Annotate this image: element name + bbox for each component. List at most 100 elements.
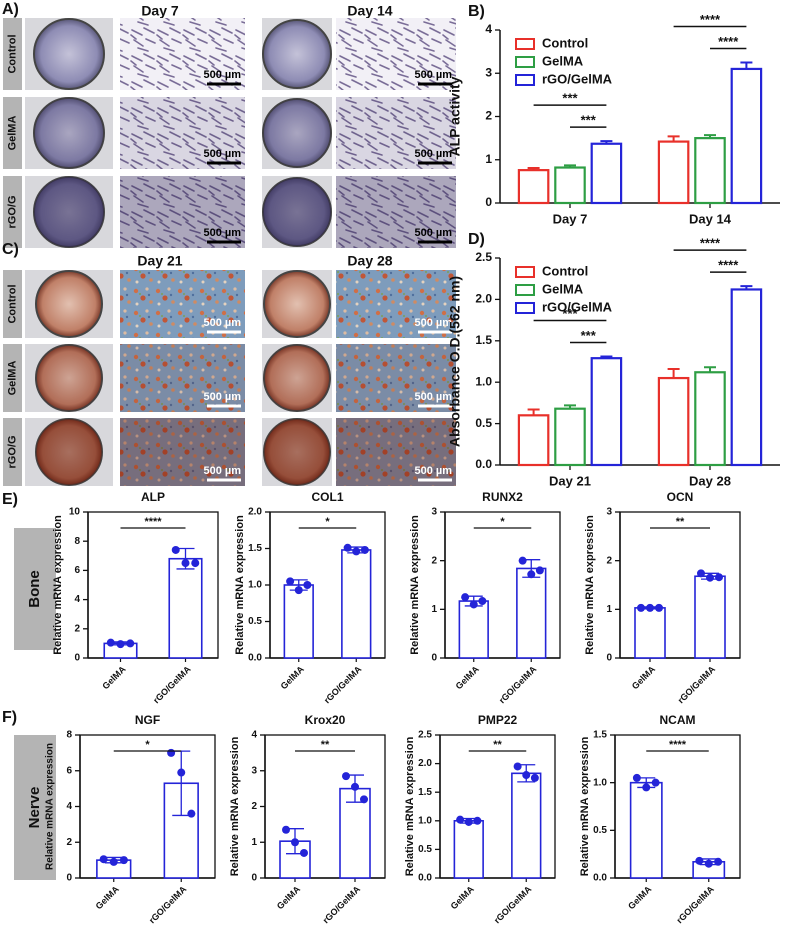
y-tick-label: 0 xyxy=(74,653,80,664)
bar xyxy=(634,607,666,659)
legend-label: GelMA xyxy=(542,281,584,296)
y-tick-label: 0.0 xyxy=(418,873,432,884)
x-tick-label: rGO/GelMA xyxy=(151,664,193,706)
x-tick-label: GelMA xyxy=(630,664,658,692)
tissue-box xyxy=(14,735,56,880)
error-bar xyxy=(527,408,540,416)
bar xyxy=(517,169,550,205)
row-label: Control xyxy=(6,34,18,73)
data-point xyxy=(360,795,368,804)
well-shade xyxy=(263,178,331,246)
x-tick-label: GelMA xyxy=(626,884,654,912)
error-bar xyxy=(704,366,716,373)
micrograph xyxy=(120,97,245,169)
row-label: GelMA xyxy=(6,116,18,151)
y-tick-label: 0.0 xyxy=(593,873,607,884)
micrograph xyxy=(336,18,456,90)
micrograph-shade xyxy=(120,176,245,248)
well-image xyxy=(35,418,103,486)
y-tick-label: 0 xyxy=(251,873,257,884)
x-tick-label: Day 21 xyxy=(549,473,591,488)
y-tick-label: 0 xyxy=(606,653,612,664)
data-point xyxy=(714,857,723,866)
error-bar xyxy=(667,135,680,142)
x-tick-label: rGO/GelMA xyxy=(492,884,534,926)
bar xyxy=(590,142,623,205)
y-tick-label: 0.5 xyxy=(593,825,607,836)
scale-bar-label: 500 µm xyxy=(414,391,452,403)
y-tick-label: 1.5 xyxy=(248,543,262,554)
data-point xyxy=(632,773,641,782)
data-point xyxy=(291,838,299,847)
data-point xyxy=(351,782,359,791)
micrograph xyxy=(120,344,245,412)
well-image xyxy=(262,177,332,247)
data-point xyxy=(695,856,704,865)
x-tick-label: GelMA xyxy=(279,664,307,692)
data-point xyxy=(456,815,465,824)
data-point xyxy=(461,593,470,602)
micrograph xyxy=(120,18,245,90)
chart-title: PMP22 xyxy=(478,713,518,727)
well-image xyxy=(35,270,103,338)
error-bar xyxy=(564,404,576,409)
micrograph-shade xyxy=(336,418,456,486)
y-tick-label: 2.5 xyxy=(475,250,492,264)
x-tick-label: GelMA xyxy=(454,664,482,692)
day-label: Day 28 xyxy=(347,253,392,269)
x-tick-label: rGO/GelMA xyxy=(674,884,716,926)
well-image xyxy=(35,344,103,412)
significance-label: **** xyxy=(718,258,739,273)
data-point xyxy=(651,778,660,787)
scale-bar-label: 500 µm xyxy=(203,391,241,403)
y-tick-label: 3 xyxy=(606,507,612,518)
x-tick-label: Day 28 xyxy=(689,473,731,488)
legend-swatch xyxy=(515,56,535,68)
data-point xyxy=(655,603,663,612)
scale-bar-label: 500 µm xyxy=(203,465,241,477)
chart-title: ALP xyxy=(141,490,165,504)
y-axis-label: Relative mRNA expression xyxy=(404,736,416,876)
y-tick-label: 0.5 xyxy=(418,844,432,855)
legend-label: Control xyxy=(542,35,588,50)
y-tick-label: 2 xyxy=(251,801,257,812)
day-label: Day 14 xyxy=(347,3,392,19)
well-image xyxy=(262,98,332,168)
y-tick-label: 10 xyxy=(69,507,81,518)
bar xyxy=(554,166,586,205)
y-tick-label: 4 xyxy=(251,730,257,741)
error-bar xyxy=(740,61,753,69)
y-tick-label: 1.0 xyxy=(418,815,432,826)
data-point xyxy=(106,638,115,647)
significance-label: **** xyxy=(669,739,687,751)
legend-label: Control xyxy=(542,263,588,278)
data-point xyxy=(715,573,723,582)
chart-title: NGF xyxy=(135,713,160,727)
y-tick-label: 2.0 xyxy=(248,507,262,518)
significance-label: *** xyxy=(562,306,578,321)
error-bar xyxy=(667,367,680,379)
well-image xyxy=(33,18,105,90)
row-label-box xyxy=(3,176,22,248)
row-label-box xyxy=(3,418,22,486)
row-label: Control xyxy=(6,284,18,323)
panel-label: A) xyxy=(2,1,19,18)
micrograph xyxy=(120,176,245,248)
x-tick-label: rGO/GelMA xyxy=(497,664,539,706)
well-shade xyxy=(263,99,331,167)
error-bar xyxy=(564,164,576,168)
y-tick-label: 3 xyxy=(431,507,437,518)
bar xyxy=(341,549,372,659)
data-point xyxy=(171,545,180,554)
significance-label: **** xyxy=(718,34,739,49)
data-point xyxy=(343,543,352,552)
tissue-box xyxy=(14,528,56,650)
bar xyxy=(168,557,203,659)
error-bar xyxy=(740,285,753,290)
significance-label: **** xyxy=(700,236,721,251)
y-tick-label: 1 xyxy=(485,152,492,166)
well-image xyxy=(263,270,331,338)
significance-label: *** xyxy=(581,328,597,343)
y-tick-label: 1.5 xyxy=(418,787,432,798)
micrograph xyxy=(336,270,456,338)
